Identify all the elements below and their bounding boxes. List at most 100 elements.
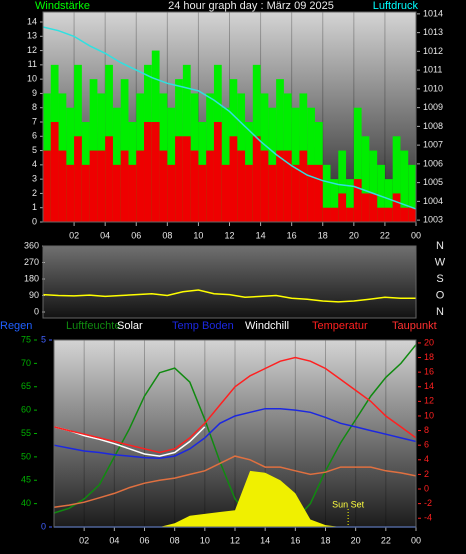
y2-tick-label: 1007 bbox=[423, 140, 443, 150]
y-tick-label: 270 bbox=[24, 257, 39, 267]
bar bbox=[299, 150, 308, 222]
y2-tick-label: 14 bbox=[424, 381, 434, 391]
bar bbox=[50, 122, 59, 222]
line bbox=[42, 289, 416, 303]
y2-tick-label: 10 bbox=[424, 410, 434, 420]
y-tick-label: 0 bbox=[32, 216, 37, 226]
bar bbox=[377, 164, 385, 222]
legend-entry: Temp Boden bbox=[172, 320, 234, 332]
annotation: Sun Set bbox=[332, 499, 365, 509]
x-tick-label: 16 bbox=[290, 535, 300, 545]
y-tick-label: 3 bbox=[32, 174, 37, 184]
y2-tick-label: 1010 bbox=[423, 83, 443, 93]
bar bbox=[221, 164, 230, 222]
y-tick-label: 4 bbox=[32, 159, 37, 169]
x-tick-label: 00 bbox=[411, 535, 421, 545]
bar bbox=[268, 164, 277, 222]
bar bbox=[369, 150, 378, 222]
plot-frame bbox=[42, 245, 417, 319]
y-tick-label: 9 bbox=[32, 88, 37, 98]
bar bbox=[159, 150, 168, 222]
bar bbox=[322, 207, 331, 222]
x-tick-label: 00 bbox=[411, 230, 421, 240]
bar bbox=[190, 150, 199, 222]
x-tick-label: 06 bbox=[139, 535, 149, 545]
x-tick-label: 04 bbox=[109, 535, 119, 545]
bar bbox=[144, 122, 152, 222]
y-tick-label: 2 bbox=[32, 188, 37, 198]
y2-tick-label: 12 bbox=[424, 396, 434, 406]
x-tick-label: 04 bbox=[100, 230, 110, 240]
y2-tick-label: 4 bbox=[424, 454, 429, 464]
bar bbox=[276, 150, 284, 222]
bar bbox=[330, 207, 339, 222]
y-tick-label: 360 bbox=[24, 240, 39, 250]
bar bbox=[361, 193, 370, 222]
area bbox=[54, 470, 416, 527]
bar bbox=[198, 164, 207, 222]
bar bbox=[182, 136, 191, 222]
y2-tick-label: 16 bbox=[424, 367, 434, 377]
x-tick-label: 02 bbox=[69, 230, 79, 240]
y-axis-label: Windstärke bbox=[35, 0, 90, 12]
y-tick-label: 70 bbox=[21, 358, 31, 368]
x-tick-label: 10 bbox=[193, 230, 203, 240]
x-tick-label: 12 bbox=[224, 230, 234, 240]
bar bbox=[346, 207, 354, 222]
bar bbox=[245, 164, 253, 222]
bar bbox=[291, 164, 300, 222]
x-tick-label: 10 bbox=[200, 535, 210, 545]
bar bbox=[229, 136, 238, 222]
bar bbox=[128, 164, 137, 222]
bar bbox=[338, 150, 347, 222]
y2-tick-label: 8 bbox=[424, 425, 429, 435]
y2-tick-label: 1009 bbox=[423, 102, 443, 112]
y-tick-label: 60 bbox=[21, 405, 31, 415]
x-tick-label: 22 bbox=[380, 230, 390, 240]
bar bbox=[136, 150, 145, 222]
x-tick-label: 12 bbox=[230, 535, 240, 545]
x-tick-label: 16 bbox=[287, 230, 297, 240]
bar bbox=[346, 179, 354, 222]
x-tick-label: 06 bbox=[131, 230, 141, 240]
bar bbox=[400, 150, 409, 222]
y2-tick-label: 0 bbox=[424, 483, 429, 493]
bar bbox=[400, 207, 409, 222]
bar bbox=[361, 136, 370, 222]
y2-tick-label: 1005 bbox=[423, 177, 443, 187]
x-tick-label: 08 bbox=[170, 535, 180, 545]
bar bbox=[213, 122, 222, 222]
x-tick-label: 20 bbox=[351, 535, 361, 545]
legend-entry: Windchill bbox=[245, 320, 289, 332]
bar bbox=[175, 136, 183, 222]
plot-frame bbox=[53, 339, 417, 528]
x-tick-label: 22 bbox=[381, 535, 391, 545]
y2-tick-label: 1011 bbox=[423, 65, 442, 75]
y-tick-label: 11 bbox=[28, 59, 37, 69]
legend-entry: Taupunkt bbox=[392, 320, 437, 332]
bar bbox=[81, 164, 90, 222]
legend-entry: Regen bbox=[0, 320, 32, 332]
legend-entry: Temperatur bbox=[312, 320, 368, 332]
bar bbox=[120, 150, 129, 222]
line bbox=[53, 356, 417, 454]
bar bbox=[322, 164, 331, 222]
bar bbox=[252, 136, 261, 222]
y-tick-label: 1 bbox=[32, 202, 37, 212]
y-tick-label: 6 bbox=[32, 131, 37, 141]
line bbox=[53, 426, 206, 457]
x-tick-label: 08 bbox=[162, 230, 172, 240]
bar bbox=[314, 164, 323, 222]
bar bbox=[74, 136, 82, 222]
y-tick-label: 14 bbox=[27, 16, 37, 26]
y-tick-label: 50 bbox=[21, 451, 31, 461]
bar bbox=[408, 207, 416, 222]
plot-background bbox=[43, 246, 416, 318]
bar bbox=[260, 150, 269, 222]
line bbox=[53, 455, 417, 509]
legend-entry: Luftfeuchte bbox=[66, 320, 120, 332]
y-tick-label: 0 bbox=[34, 306, 39, 316]
y-tick-label: 13 bbox=[27, 31, 37, 41]
y-tick-label: 65 bbox=[21, 381, 31, 391]
bar bbox=[353, 107, 362, 222]
